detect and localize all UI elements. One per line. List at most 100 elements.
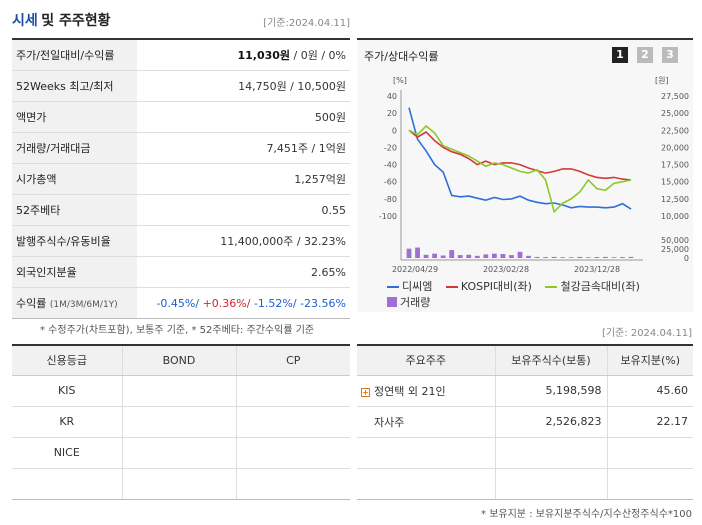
table-row: KR [12,406,350,438]
volume-bar [517,251,523,258]
bond-rating [121,375,236,407]
right-tick-label: 12,500 [661,195,689,204]
volume-bar [543,257,549,258]
returns-label-sub: (1M/3M/6M/1Y) [49,300,118,311]
row-label: 52주베타 [12,194,137,227]
chart-page-1-button[interactable]: 1 [612,47,628,63]
expand-plus-icon[interactable]: + [361,387,370,397]
cp-rating [235,406,350,438]
volume-bar [602,256,608,258]
volume-bar [551,256,557,258]
table-row: KIS [12,375,350,407]
series-line-철강금속대비(좌) [408,124,632,214]
table-header-row: 신용등급 BOND CP [12,345,350,376]
left-tick-label: -40 [384,161,397,170]
shareholder-name: 정연택 외 21인 [374,384,446,398]
left-tick-label: 0 [392,126,397,135]
bond-rating [121,437,236,469]
table-row [12,468,350,500]
table-row: + 정연택 외 21인 5,198,598 45.60 [357,375,693,407]
volume-bar [457,255,463,258]
legend-line-icon [387,286,399,288]
right-tick-label: 20,000 [661,143,689,152]
volume-bar [466,254,472,258]
price-footnote: * 수정주가(차트포함), 보통주 기준, * 52주베타: 주간수익률 기준 [40,325,315,336]
right-tick-label: 10,000 [661,212,689,221]
row-label: 52Weeks 최고/최저 [12,70,137,102]
ownership-pct: 45.60 [606,375,693,407]
ownership-pct: 22.17 [606,406,693,438]
chart-legend: 디씨엠 KOSPI대비(좌) 철강금속대비(좌) 거래량 [387,279,687,311]
table-row [357,468,693,500]
volume-bar [491,253,497,258]
x-tick-label: 2022/04/29 [392,265,438,274]
ownership-pct [606,468,693,500]
legend-item: 디씨엠 [387,279,432,295]
shareholder-footnote: * 보유지분 : 보유지분주식수/지수산정주식수*100 [481,509,692,520]
volume-bar [406,248,412,258]
shareholder-name: 자사주 [357,406,495,438]
chart-page-3-button[interactable]: 3 [662,47,678,63]
table-row [357,437,693,469]
volume-bar [577,256,583,258]
table-row: 액면가 500원 [12,101,350,133]
agency-name [12,468,122,500]
row-value: 2.65% [137,256,350,289]
row-value: 11,400,000주 / 32.23% [137,225,350,258]
table-row: NICE [12,437,350,469]
agency-name: KIS [12,375,122,407]
chart-title: 주가/상대수익률 [364,50,439,63]
agency-name: NICE [12,437,122,469]
column-header: CP [235,345,350,376]
row-label: 시가총액 [12,163,137,195]
column-header: BOND [121,345,236,376]
shares-held [494,468,607,500]
column-header: 보유주식수(보통) [494,345,607,376]
left-tick-label: 20 [387,109,397,118]
return-6m: -1.52%/ [250,296,297,310]
table-row: 주가/전일대비/수익률 11,030원 / 0원 / 0% [12,39,350,71]
row-label: 발행주식수/유동비율 [12,225,137,258]
base-date-2: [기준: 2024.04.11] [601,328,692,339]
row-value: 7,451주 / 1억원 [137,132,350,164]
column-header: 보유지분(%) [606,345,693,376]
price-chart: [%] [원] 40 20 0 -20 -40 -60 -80 -100 27,500 25,000 2… [379,76,689,274]
series-line-KOSPI대비(좌) [408,129,632,181]
return-1m: -0.45%/ [156,296,200,310]
left-axis-unit: [%] [393,76,407,85]
price-change: / 0원 / 0% [290,48,346,62]
volume-tick-label: 25,000 [661,245,689,254]
x-tick-label: 2023/12/28 [574,265,620,274]
shareholder-name [357,437,495,469]
section-title-sub: 및 주주현황 [41,13,111,29]
row-value: 1,257억원 [137,163,350,195]
table-row: 발행주식수/유동비율 11,400,000주 / 32.23% [12,225,350,258]
right-tick-label: 17,500 [661,161,689,170]
volume-bar [620,257,625,258]
shares-held: 5,198,598 [494,375,607,407]
volume-bar [560,257,566,258]
legend-item: 철강금속대비(좌) [545,279,640,295]
legend-label: 철강금속대비(좌) [560,280,640,293]
credit-rating-table: 신용등급 BOND CP KIS KR NICE [12,344,350,500]
legend-label: 거래량 [400,296,431,309]
shares-held: 2,526,823 [494,406,607,438]
table-row: 시가총액 1,257억원 [12,163,350,195]
current-price: 11,030원 [237,48,291,62]
price-label: 주가/전일대비/수익률 [12,39,137,71]
column-header: 신용등급 [12,345,122,376]
chart-panel: 주가/상대수익률 1 2 3 [%] [원] 40 20 0 -20 -40 -60 -80 -1… [357,38,693,312]
shareholder-name [357,468,495,500]
return-1y: -23.56% [296,296,346,310]
volume-bar [432,253,438,258]
volume-bar [568,257,574,258]
legend-item: KOSPI대비(좌) [445,279,532,295]
table-row: 자사주 2,526,823 22.17 [357,406,693,438]
right-axis-unit: [원] [655,76,669,85]
row-value: 0.55 [137,194,350,227]
chart-page-2-button[interactable]: 2 [637,47,653,63]
x-tick-label: 2023/02/28 [483,265,529,274]
volume-bar [440,255,446,258]
table-row: 52주베타 0.55 [12,194,350,227]
row-label: 액면가 [12,101,137,133]
